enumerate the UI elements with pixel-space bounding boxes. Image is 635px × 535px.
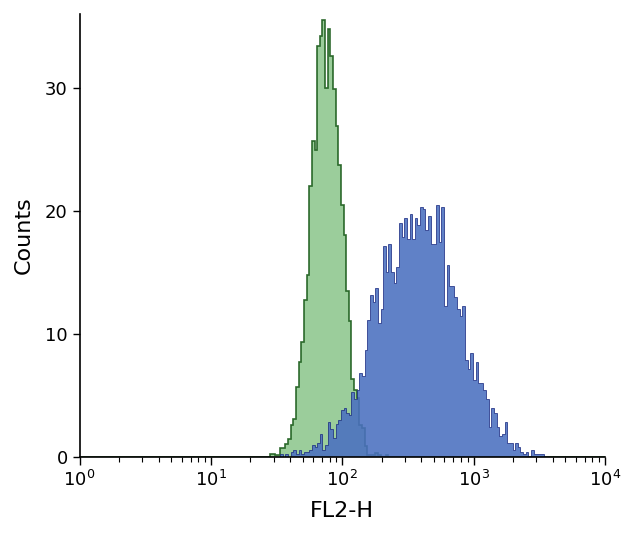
Y-axis label: Counts: Counts	[14, 196, 34, 274]
X-axis label: FL2-H: FL2-H	[311, 501, 374, 521]
